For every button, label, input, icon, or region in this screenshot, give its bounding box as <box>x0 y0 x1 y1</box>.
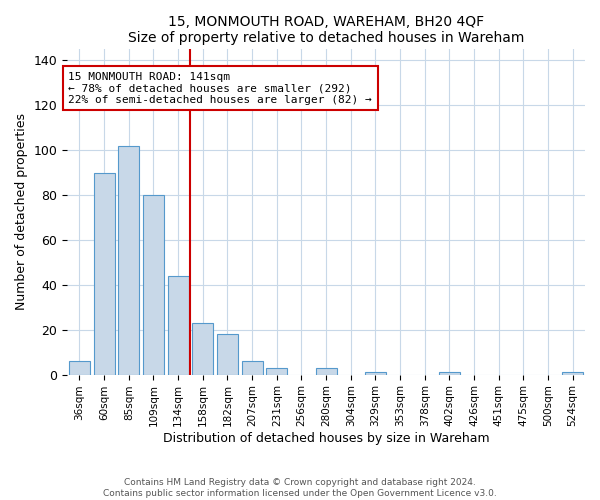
Bar <box>143 195 164 374</box>
Bar <box>266 368 287 374</box>
Bar <box>562 372 583 374</box>
Bar <box>94 172 115 374</box>
Bar <box>439 372 460 374</box>
Bar <box>242 361 263 374</box>
Bar <box>217 334 238 374</box>
Bar <box>365 372 386 374</box>
Bar <box>118 146 139 374</box>
Bar <box>316 368 337 374</box>
X-axis label: Distribution of detached houses by size in Wareham: Distribution of detached houses by size … <box>163 432 490 445</box>
Text: Contains HM Land Registry data © Crown copyright and database right 2024.
Contai: Contains HM Land Registry data © Crown c… <box>103 478 497 498</box>
Bar <box>192 323 213 374</box>
Bar <box>69 361 90 374</box>
Title: 15, MONMOUTH ROAD, WAREHAM, BH20 4QF
Size of property relative to detached house: 15, MONMOUTH ROAD, WAREHAM, BH20 4QF Siz… <box>128 15 524 45</box>
Bar <box>167 276 188 374</box>
Y-axis label: Number of detached properties: Number of detached properties <box>15 114 28 310</box>
Text: 15 MONMOUTH ROAD: 141sqm
← 78% of detached houses are smaller (292)
22% of semi-: 15 MONMOUTH ROAD: 141sqm ← 78% of detach… <box>68 72 372 105</box>
